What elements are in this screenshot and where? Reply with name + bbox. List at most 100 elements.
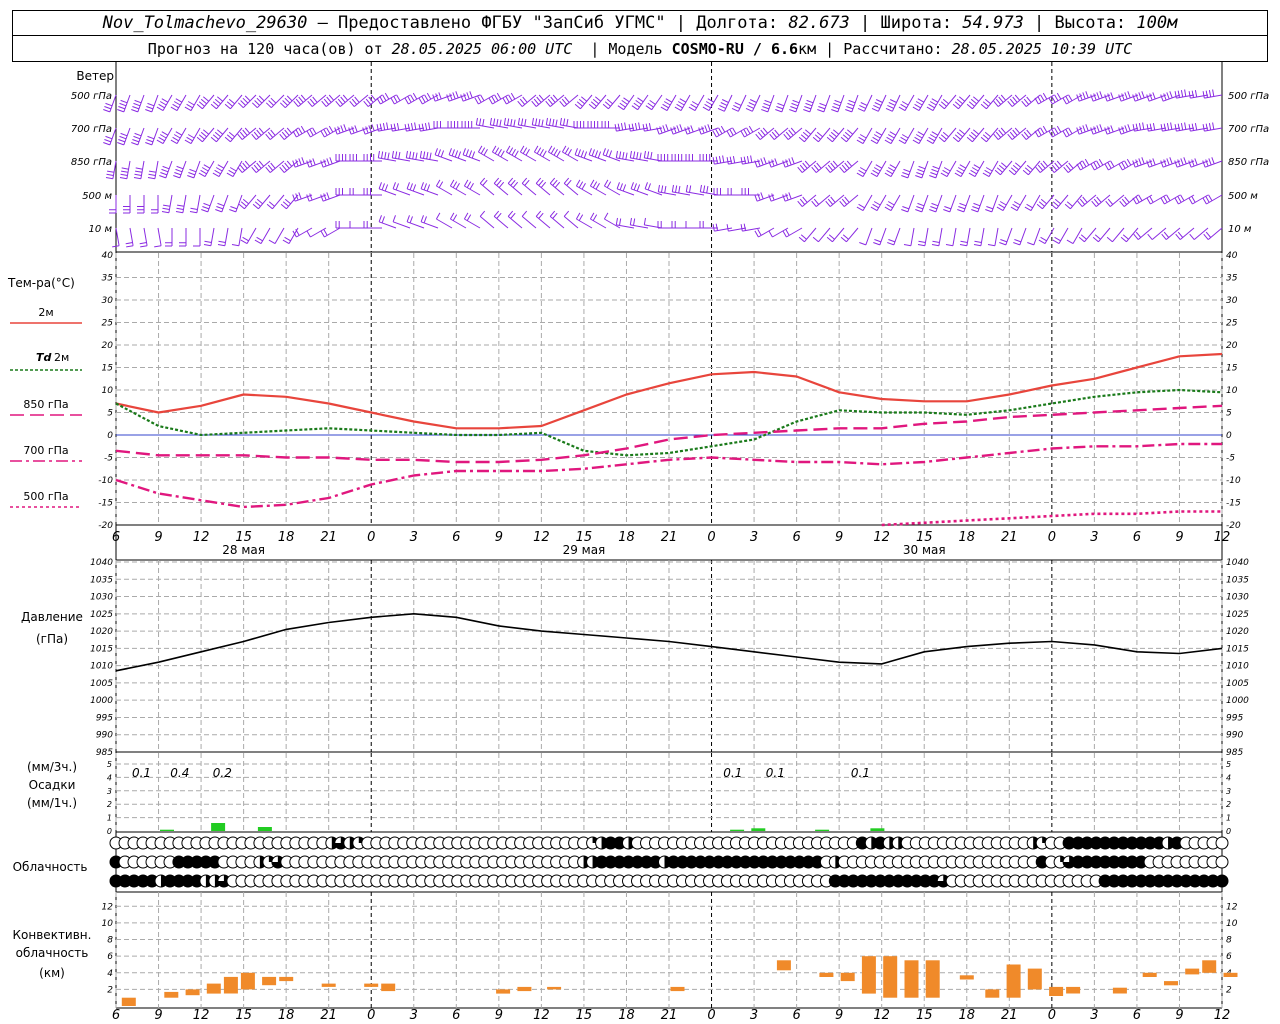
wind-barb (489, 117, 509, 129)
wind-barb (870, 127, 887, 145)
wind-barb (631, 94, 649, 111)
wind-barb (966, 127, 985, 143)
wind-barb (840, 227, 859, 243)
wind-barb (615, 150, 635, 162)
wind-barb (642, 123, 663, 132)
wind-barb (151, 195, 159, 214)
wind-barb (349, 188, 368, 196)
wind-barb (1048, 125, 1069, 138)
wind-barb (1024, 194, 1041, 212)
legend-t2m: 2м (38, 306, 53, 319)
hour-label-temp: 0 (1048, 530, 1056, 545)
wind-barb (390, 94, 411, 105)
pressure-tick-left: 1035 (90, 575, 113, 585)
wind-barb (1077, 194, 1097, 207)
wind-barb (1092, 227, 1111, 243)
wind-barb (870, 160, 887, 178)
conv-cloud-bar (1049, 986, 1064, 996)
wind-barb (812, 227, 831, 243)
wind-barb (884, 194, 901, 212)
wind-barb (1013, 227, 1027, 246)
wind-barb (1052, 227, 1069, 245)
wind-barb (433, 121, 452, 129)
wind-barb (156, 94, 173, 112)
conv-tick-left: 4 (107, 969, 113, 979)
wind-barb (1132, 157, 1153, 168)
wind-barb (434, 148, 453, 162)
wind-barb (519, 145, 537, 162)
wind-level-right: 500 м (1228, 191, 1258, 202)
wind-barb (109, 195, 117, 214)
wind-barb (839, 194, 859, 207)
wind-barb (1174, 194, 1195, 205)
wind-barb (1064, 194, 1083, 210)
wind-barb (761, 94, 775, 113)
temp-tick-right: 40 (1226, 251, 1238, 261)
wind-barb (307, 94, 327, 107)
wind-barb (1036, 194, 1055, 210)
wind-level-right: 700 гПа (1228, 124, 1269, 135)
wind-barb (817, 94, 831, 113)
conv-cloud-bar (262, 976, 277, 986)
wind-barb (671, 154, 690, 162)
pressure-tick-right: 1040 (1226, 558, 1249, 568)
wind-barb (279, 127, 299, 140)
precip-bar (160, 829, 174, 831)
wind-barb (996, 194, 1013, 212)
hour-label-conv: 3 (1090, 1008, 1098, 1023)
conv-tick-left: 8 (107, 936, 113, 946)
wind-barb (547, 145, 565, 162)
hour-label-conv: 0 (1048, 1008, 1056, 1023)
wind-barb (966, 94, 985, 110)
conv-cloud-bar (1202, 960, 1217, 973)
pressure-tick-right: 1000 (1226, 696, 1249, 706)
wind-barb (1188, 90, 1209, 99)
wind-barb (531, 117, 551, 129)
conv-cloud-bar (517, 986, 532, 992)
wind-barb (293, 94, 313, 107)
wind-title: Ветер (76, 69, 114, 83)
wind-barb (688, 94, 705, 112)
temp-series-line (881, 510, 1222, 527)
conv-tick-right: 2 (1226, 985, 1232, 995)
wind-barb (292, 125, 313, 138)
wind-barb (698, 124, 719, 135)
temp-tick-right: -5 (1226, 454, 1235, 464)
wind-barb (491, 145, 509, 162)
wind-barb (952, 127, 971, 143)
wind-barb (1118, 158, 1139, 171)
wind-barb (1174, 122, 1195, 132)
precip-tick-left: 1 (107, 814, 112, 823)
temp-series-line (115, 388, 1223, 457)
conv-cloud-bar (279, 976, 294, 982)
wind-barb (1076, 158, 1097, 171)
wind-barb (1007, 127, 1027, 140)
wind-barb (335, 221, 354, 229)
wind-barb (1078, 227, 1097, 243)
wind-barb (643, 150, 663, 162)
wind-barb (449, 212, 467, 229)
wind-barb (265, 160, 285, 173)
conv-cloud-bar (1006, 964, 1021, 998)
wind-barb (170, 94, 187, 112)
conv-cloud-bar (883, 956, 898, 998)
wind-barb (392, 182, 411, 196)
wind-barb (335, 94, 355, 107)
conv-cloud-bar (381, 983, 396, 992)
wind-barb (448, 148, 467, 162)
conv-cloud-bar (240, 972, 255, 990)
wind-barb (376, 92, 397, 105)
pressure-tick-right: 995 (1226, 713, 1243, 723)
hour-label-temp: 9 (154, 530, 162, 545)
wind-barb (1202, 122, 1223, 132)
wind-barb (348, 125, 369, 135)
wind-barb (103, 127, 117, 146)
pressure-line (115, 612, 1223, 672)
wind-barb (980, 94, 999, 110)
station-name: Nov_Tolmachevo_29630 (102, 13, 308, 33)
wind-barb (390, 123, 411, 132)
wind-barb (279, 160, 299, 173)
wind-barb (1010, 194, 1027, 212)
wind-barb (435, 212, 453, 229)
wind-barb (418, 92, 439, 105)
